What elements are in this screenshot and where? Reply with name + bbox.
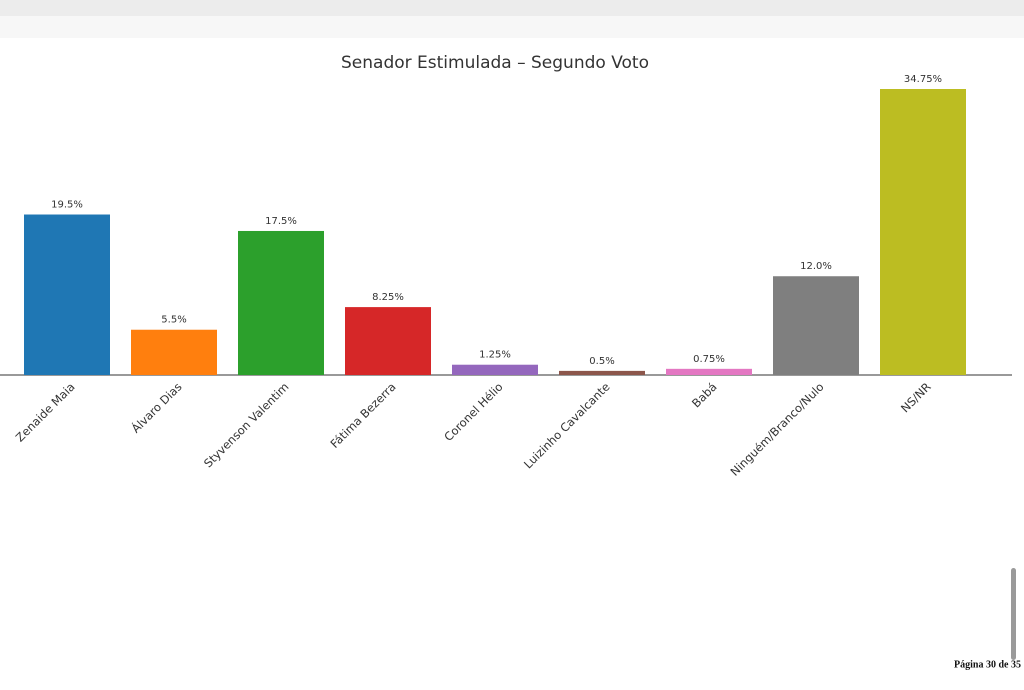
bar	[131, 329, 217, 375]
bar	[452, 364, 538, 375]
bar	[559, 370, 645, 375]
bar	[773, 276, 859, 375]
value-label: 8.25%	[372, 292, 404, 303]
value-label: 17.5%	[265, 216, 297, 227]
bar	[880, 89, 966, 375]
bar	[345, 307, 431, 375]
x-tick-label: Luizinho Cavalcante	[521, 380, 613, 472]
x-tick-label: Babá	[689, 380, 720, 411]
x-tick-label: Coronel Hélio	[441, 380, 505, 444]
value-label: 5.5%	[161, 315, 186, 326]
bar	[666, 368, 752, 375]
x-tick-label: Fátima Bezerra	[327, 380, 398, 451]
x-tick-label: Styvenson Valentim	[201, 380, 292, 471]
value-label: 34.75%	[904, 74, 942, 85]
x-tick-label: Ninguém/Branco/Nulo	[728, 380, 827, 479]
page-footer: Página 30 de 35	[954, 659, 1021, 670]
x-tick-label: NS/NR	[898, 380, 934, 416]
value-label: 12.0%	[800, 261, 832, 272]
value-label: 0.5%	[589, 356, 614, 367]
scrollbar[interactable]	[1011, 568, 1016, 660]
x-tick-label: Álvaro Dias	[128, 379, 185, 436]
value-label: 19.5%	[51, 200, 83, 211]
bar	[238, 230, 324, 375]
bar	[24, 214, 110, 375]
top-bar	[0, 0, 1024, 16]
x-tick-label: Zenaide Maia	[13, 380, 78, 445]
top-shadow	[0, 16, 1024, 38]
chart-title: Senador Estimulada – Segundo Voto	[341, 53, 649, 73]
value-label: 1.25%	[479, 350, 511, 361]
value-label: 0.75%	[693, 354, 725, 365]
